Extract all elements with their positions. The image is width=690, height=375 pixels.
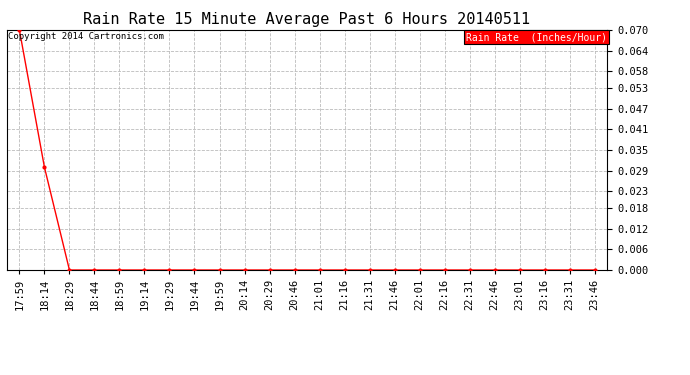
Title: Rain Rate 15 Minute Average Past 6 Hours 20140511: Rain Rate 15 Minute Average Past 6 Hours… [83,12,531,27]
Text: Copyright 2014 Cartronics.com: Copyright 2014 Cartronics.com [8,32,164,41]
Text: Rain Rate  (Inches/Hour): Rain Rate (Inches/Hour) [466,32,607,42]
